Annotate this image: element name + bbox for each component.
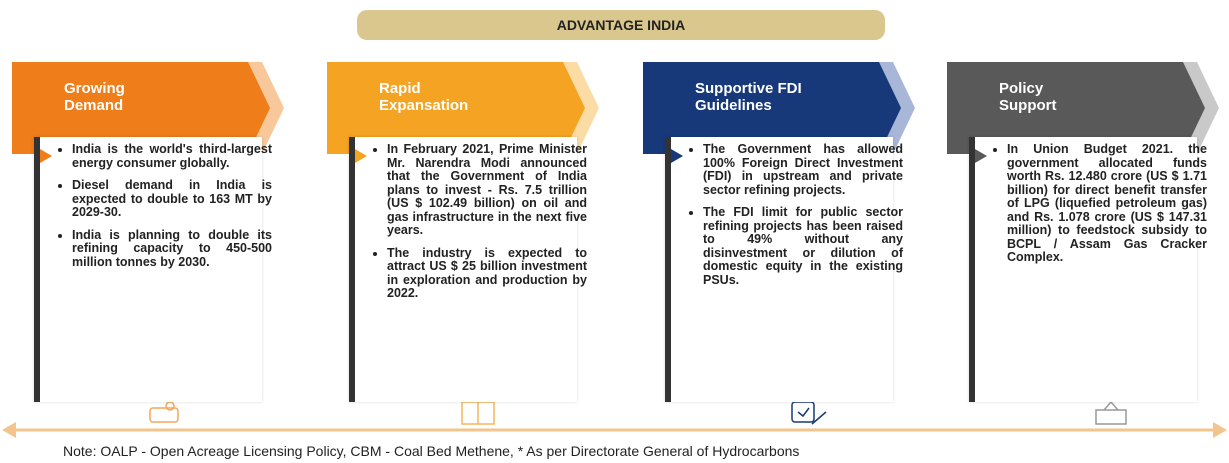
- bullet-list: In February 2021, Prime Minister Mr. Nar…: [369, 142, 587, 310]
- column-title: Supportive FDI Guidelines: [695, 80, 802, 114]
- title-line: Demand: [64, 97, 124, 114]
- column-title: Policy Support: [999, 80, 1057, 114]
- title-line: Guidelines: [695, 97, 772, 114]
- bullet: India is the world's third-largest energ…: [72, 142, 272, 170]
- marker: [40, 149, 52, 163]
- title-line: Expansation: [379, 97, 469, 114]
- chevron: [643, 62, 915, 154]
- bullet: Diesel demand in India is expected to do…: [72, 178, 272, 220]
- bullet-panel: The Government has allowed 100% Foreign …: [665, 137, 903, 402]
- title-line: Policy: [999, 80, 1044, 97]
- column-header: Supportive FDI Guidelines: [643, 62, 933, 154]
- bullet: The industry is expected to attract US $…: [387, 246, 587, 301]
- title-line: Growing: [64, 80, 125, 97]
- column-header: Policy Support: [947, 62, 1229, 154]
- title-line: Supportive FDI: [695, 80, 802, 97]
- bullet-panel: In Union Budget 2021. the government all…: [969, 137, 1207, 402]
- bullet-list: In Union Budget 2021. the government all…: [989, 142, 1207, 274]
- bullet: In February 2021, Prime Minister Mr. Nar…: [387, 142, 587, 238]
- side-bar: [349, 137, 355, 402]
- timeline: [2, 400, 1227, 438]
- chevron: [12, 62, 284, 154]
- bullet-panel: India is the world's third-largest energ…: [34, 137, 272, 402]
- title-line: Rapid: [379, 80, 421, 97]
- banner-title: ADVANTAGE INDIA: [357, 10, 885, 40]
- chevron: [947, 62, 1219, 154]
- bullet: The FDI limit for public sector refining…: [703, 205, 903, 287]
- bullet-list: India is the world's third-largest energ…: [54, 142, 272, 278]
- bullet: India is planning to double its refining…: [72, 228, 272, 270]
- title-line: Support: [999, 97, 1057, 114]
- bullet-list: The Government has allowed 100% Foreign …: [685, 142, 903, 296]
- marker: [355, 149, 367, 163]
- side-bar: [969, 137, 975, 402]
- bullet: In Union Budget 2021. the government all…: [1007, 142, 1207, 265]
- column-title: Growing Demand: [64, 80, 125, 114]
- column-header: Growing Demand: [12, 62, 302, 154]
- side-bar: [665, 137, 671, 402]
- note: Note: OALP - Open Acreage Licensing Poli…: [63, 443, 800, 459]
- column-header: Rapid Expansation: [327, 62, 617, 154]
- marker: [975, 149, 987, 163]
- column-title: Rapid Expansation: [379, 80, 468, 114]
- bullet: The Government has allowed 100% Foreign …: [703, 142, 903, 197]
- chevron: [327, 62, 599, 154]
- bullet-panel: In February 2021, Prime Minister Mr. Nar…: [349, 137, 587, 402]
- side-bar: [34, 137, 40, 402]
- marker: [671, 149, 683, 163]
